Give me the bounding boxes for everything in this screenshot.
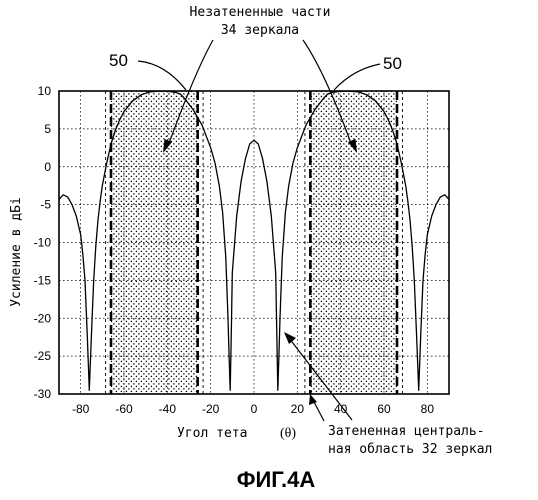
bottom-annotation-line2: ная область 32 зеркал [328,442,492,457]
y-tick-labels: 10 5 0 -5 -10 -15 -20 -25 -30 [34,84,52,401]
top-annotation-line1: Незатененные части [190,5,331,20]
y-tick-label: -20 [34,311,52,325]
ref-label-right: 50 [383,54,402,73]
arrowhead-bottom-right [309,394,317,405]
x-axis-label: Угол тета [177,426,247,441]
y-tick-label: -5 [40,198,51,212]
leader-line-bottom-right [313,400,324,421]
x-tick-label: -20 [202,402,220,416]
x-tick-label: 20 [291,402,305,416]
y-tick-label: -10 [34,236,52,250]
bottom-annotation-line1: Затененная централь- [328,424,485,439]
leader-line-ref-right [334,64,380,90]
ref-label-left: 50 [109,51,128,70]
y-tick-label: -30 [34,387,52,401]
y-tick-label: 5 [44,122,51,136]
x-tick-label: -60 [115,402,133,416]
y-tick-label: 10 [38,84,52,98]
x-tick-label: -40 [159,402,177,416]
arrowhead-bottom-left [284,332,296,344]
x-tick-labels: -80 -60 -40 -20 0 20 40 60 80 [72,402,434,416]
top-annotation-line2: 34 зеркала [221,23,299,38]
x-axis-symbol: (θ) [280,426,296,441]
y-axis-label: Усиление в дБі [9,197,24,307]
x-tick-label: 80 [421,402,435,416]
y-tick-label: 0 [44,160,51,174]
figure-label: ФИГ.4А [237,467,316,492]
leader-line-ref-left [138,61,186,90]
x-tick-label: -80 [72,402,90,416]
y-tick-label: -15 [34,273,52,287]
x-tick-label: 40 [334,402,348,416]
x-tick-label: 60 [377,402,391,416]
y-tick-label: -25 [34,349,52,363]
x-tick-label: 0 [251,402,258,416]
